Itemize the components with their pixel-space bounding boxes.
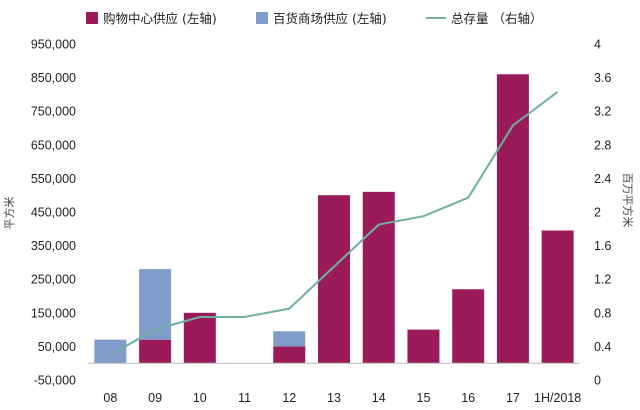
x-tick-label: 14 (372, 391, 386, 405)
legend-swatch-mall (86, 12, 98, 24)
bar-department-store-supply (139, 269, 172, 340)
y-right-tick-label: 0.4 (594, 340, 611, 354)
y-right-tick-label: 0.8 (594, 306, 611, 320)
y-left-tick-label: 650,000 (31, 138, 76, 152)
bar-department-store-supply (94, 339, 127, 364)
y-right-tick-label: 2.4 (594, 172, 611, 186)
legend: 购物中心供应 (左轴) 百货商场供应 (左轴) 总存量 （右轴） (86, 11, 542, 26)
legend-label-department-store: 百货商场供应 (左轴) (273, 11, 387, 26)
y-left-tick-label: 350,000 (31, 239, 76, 253)
x-tick-label: 11 (238, 391, 251, 405)
y-right-tick-label: 3.2 (594, 105, 611, 119)
line-series (109, 91, 559, 356)
y-right-tick-label: 0 (594, 374, 601, 388)
y-right-tick-label: 4 (594, 38, 601, 52)
y-left-tick-label: 750,000 (31, 105, 76, 119)
x-tick-label: 16 (461, 391, 475, 405)
x-tick-label: 09 (148, 391, 162, 405)
x-axis: 08 09 10 11 12 13 14 15 16 17 1H/2018 (88, 362, 581, 405)
y-axis-right-title: 百万平方米 (621, 173, 635, 228)
y-left-tick-label: 250,000 (31, 273, 76, 287)
bar-department-store-supply (273, 331, 306, 347)
bar-mall-supply (541, 230, 574, 364)
y-right-tick-label: 1.6 (594, 239, 611, 253)
x-tick-label: 08 (103, 391, 117, 405)
y-right-tick-label: 1.2 (594, 273, 611, 287)
y-left-tick-label: 150,000 (31, 306, 76, 320)
y-left-tick-label: 850,000 (31, 71, 76, 85)
y-right-tick-label: 2.8 (594, 138, 611, 152)
y-left-tick-label: 950,000 (31, 38, 76, 52)
y-axis-left: 950,000 850,000 750,000 650,000 550,000 450,0… (31, 38, 76, 388)
x-tick-label: 1H/2018 (534, 391, 581, 405)
line-total-stock (109, 91, 559, 356)
bar-series (94, 74, 574, 364)
legend-label-total-stock: 总存量 （右轴） (451, 11, 542, 26)
x-tick-label: 10 (193, 391, 207, 405)
bar-mall-supply (139, 339, 172, 364)
x-tick-label: 15 (417, 391, 431, 405)
y-right-tick-label: 2 (594, 206, 601, 220)
y-axis-right: 4 3.6 3.2 2.8 2.4 2 1.6 1.2 0.8 0.4 0 (594, 38, 611, 388)
y-left-tick-label: -50,000 (34, 374, 76, 388)
bar-mall-supply (183, 312, 216, 364)
y-left-tick-label: 50,000 (38, 340, 76, 354)
y-left-tick-label: 450,000 (31, 206, 76, 220)
y-right-tick-label: 3.6 (594, 71, 611, 85)
bar-mall-supply (273, 346, 306, 364)
bar-mall-supply (407, 329, 440, 364)
legend-label-mall: 购物中心供应 (左轴) (103, 11, 217, 26)
bar-mall-supply (362, 191, 395, 364)
y-left-tick-label: 550,000 (31, 172, 76, 186)
bar-mall-supply (452, 289, 485, 364)
legend-swatch-department-store (256, 12, 268, 24)
bar-mall-supply (318, 195, 350, 364)
y-axis-left-title: 平方米 (2, 197, 16, 230)
x-tick-label: 12 (282, 391, 296, 405)
x-tick-label: 13 (327, 391, 341, 405)
x-tick-label: 17 (506, 391, 520, 405)
bar-mall-supply (496, 74, 529, 364)
